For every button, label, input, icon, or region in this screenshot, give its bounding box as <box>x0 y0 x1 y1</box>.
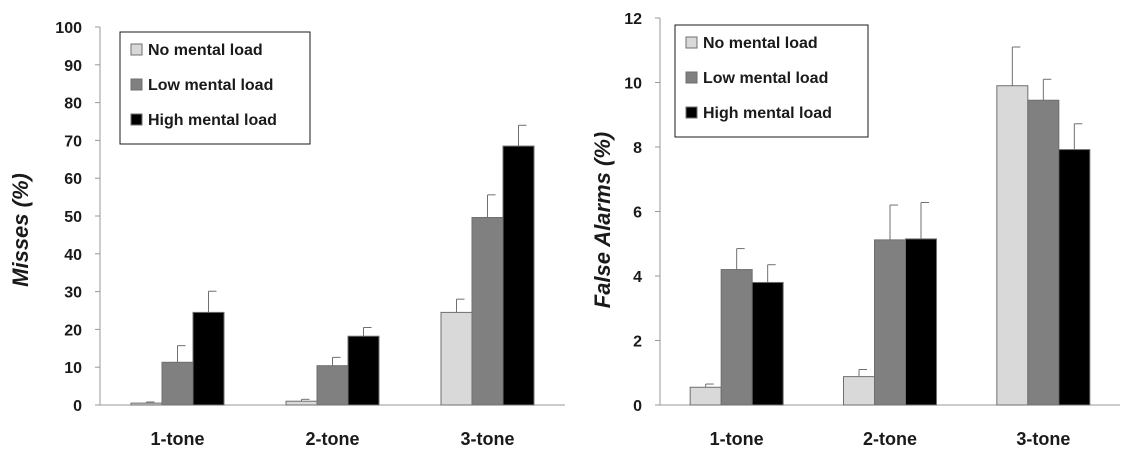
y-tick-label: 50 <box>64 209 82 226</box>
bar <box>192 311 225 406</box>
y-tick-label: 90 <box>64 58 82 75</box>
y-tick-label: 10 <box>64 360 82 377</box>
bar <box>316 365 349 406</box>
chart-1: 0 10 20 30 40 50 60 70 80 90 100 Misses (%) 1-tone 2-… <box>8 20 565 449</box>
y-tick-label: 4 <box>633 269 642 286</box>
y-tick-label: 30 <box>64 285 82 302</box>
legend-box <box>119 31 311 145</box>
x-tick-label: 3-tone <box>461 429 515 449</box>
bar <box>996 85 1029 406</box>
bar <box>843 376 875 406</box>
y-axis-label: Misses (%) <box>8 173 33 287</box>
bar <box>905 238 937 406</box>
y-axis-label: False Alarms (%) <box>590 132 615 308</box>
bar <box>502 145 535 406</box>
x-tick-label: 3-tone <box>1016 429 1070 449</box>
legend-box <box>674 24 869 138</box>
y-tick-label: 60 <box>64 171 82 188</box>
bar <box>874 239 906 406</box>
legend-swatch <box>685 71 698 84</box>
legend-label: Low mental load <box>148 77 273 94</box>
y-tick-label: 12 <box>624 11 642 28</box>
legend-label: High mental load <box>703 105 832 122</box>
x-tick-label: 2-tone <box>306 429 360 449</box>
bar <box>130 402 163 406</box>
bar <box>720 269 753 406</box>
y-tick-label: 70 <box>64 133 82 150</box>
legend: No mental load Low mental load High mental… <box>674 24 869 138</box>
legend-label: High mental load <box>148 112 277 129</box>
bar <box>285 400 318 406</box>
legend: No mental load Low mental load High mental… <box>119 31 311 145</box>
bar <box>440 311 473 406</box>
bar <box>347 335 380 406</box>
x-tick-label: 2-tone <box>863 429 917 449</box>
y-tick-label: 2 <box>633 334 642 351</box>
x-tick-label: 1-tone <box>151 429 205 449</box>
y-tick-label: 20 <box>64 322 82 339</box>
y-tick-label: 100 <box>55 20 82 37</box>
legend-swatch <box>685 106 698 119</box>
bar <box>471 217 504 406</box>
legend-swatch <box>130 113 143 126</box>
legend-label: No mental load <box>703 35 818 52</box>
chart-2: 0 2 4 6 8 10 12 False Alarms (%) 1-tone 2-tone 3-t… <box>590 11 1120 449</box>
legend-label: No mental load <box>148 42 263 59</box>
bar <box>689 386 722 406</box>
bar <box>1058 149 1091 406</box>
legend-swatch <box>130 43 143 56</box>
x-tick-label: 1-tone <box>710 429 764 449</box>
y-tick-label: 8 <box>633 140 642 157</box>
legend-swatch <box>685 36 698 49</box>
bar <box>1027 99 1060 406</box>
bar <box>751 281 784 406</box>
y-tick-label: 0 <box>633 398 642 415</box>
y-tick-label: 80 <box>64 96 82 113</box>
y-tick-label: 0 <box>73 398 82 415</box>
y-tick-label: 10 <box>624 76 642 93</box>
y-tick-label: 40 <box>64 247 82 264</box>
y-tick-label: 6 <box>633 205 642 222</box>
bar <box>161 361 194 406</box>
legend-label: Low mental load <box>703 70 828 87</box>
legend-swatch <box>130 78 143 91</box>
